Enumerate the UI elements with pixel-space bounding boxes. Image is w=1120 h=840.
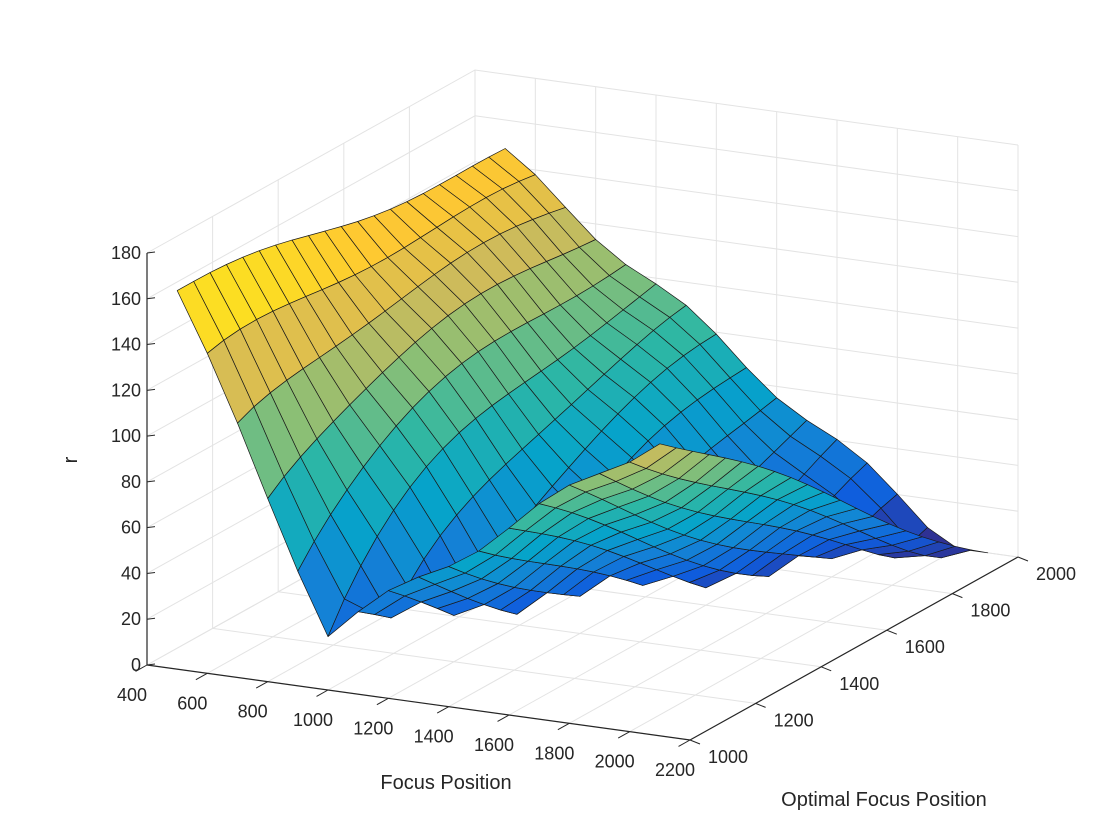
x-tick-label: 2200 (655, 760, 695, 780)
y-tick (1017, 556, 1029, 562)
x-tick-label: 1000 (293, 710, 333, 730)
y-tick (821, 666, 832, 672)
z-tick (146, 571, 156, 574)
x-tick-label: 2000 (595, 752, 635, 772)
grid-line (146, 69, 1019, 254)
x-axis-label: Focus Position (380, 772, 511, 794)
y-tick (886, 629, 897, 635)
x-tick (557, 722, 570, 731)
x-tick (678, 739, 691, 747)
y-tick-label: 1600 (905, 637, 945, 657)
grid-line (629, 548, 958, 733)
grid-line (569, 539, 898, 724)
z-axis-ticks: 0 20 40 60 80 100 120 140 160 180 (111, 243, 156, 675)
x-tick-label: 1800 (534, 743, 574, 763)
z-tick-label: 140 (111, 335, 141, 355)
z-tick-label: 20 (121, 609, 141, 629)
z-tick-label: 40 (121, 563, 141, 583)
x-axis-line (146, 664, 691, 741)
z-tick (146, 526, 156, 529)
x-tick (376, 697, 389, 706)
x-axis-ticks: 400 600 800 1000 1200 1400 1600 1800 2000 2200 (117, 664, 695, 780)
surface-patch (629, 443, 677, 469)
z-tick-label: 120 (111, 380, 141, 400)
z-tick (146, 343, 156, 346)
z-tick-label: 0 (131, 655, 141, 675)
z-tick-label: 160 (111, 289, 141, 309)
x-tick-label: 600 (177, 693, 207, 713)
y-tick (689, 739, 701, 745)
x-tick-label: 400 (117, 685, 147, 705)
grid-line (212, 627, 756, 704)
z-tick (146, 434, 156, 437)
x-tick-label: 800 (238, 702, 268, 722)
y-axis-ticks: 1000 1200 1400 1600 1800 2000 (689, 556, 1076, 767)
y-tick-label: 2000 (1036, 564, 1076, 584)
z-tick-label: 100 (111, 426, 141, 446)
x-tick (617, 731, 630, 739)
z-tick-label: 80 (121, 472, 141, 492)
y-tick-label: 1400 (839, 674, 879, 694)
y-tick (952, 593, 963, 599)
z-tick (146, 480, 156, 483)
grid-line (146, 115, 1019, 300)
y-tick-label: 1800 (970, 601, 1010, 621)
x-tick (436, 706, 449, 714)
y-axis-line (689, 556, 1019, 741)
axes (146, 253, 1019, 741)
y-tick (755, 702, 766, 708)
y-axis-label: Optimal Focus Position (781, 789, 987, 811)
x-tick-label: 1200 (353, 718, 393, 738)
surface-mesh (176, 148, 989, 637)
x-tick (255, 681, 268, 689)
z-tick (146, 388, 156, 391)
x-tick-label: 1400 (414, 727, 454, 747)
z-tick (146, 663, 156, 666)
y-tick-label: 1200 (774, 710, 814, 730)
z-tick (146, 617, 156, 620)
z-tick-label: 180 (111, 243, 141, 263)
z-tick-label: 60 (121, 518, 141, 538)
x-tick (316, 689, 329, 697)
x-tick (497, 714, 510, 722)
z-tick (146, 297, 156, 300)
x-tick (195, 672, 208, 681)
z-axis-label: r (60, 456, 82, 463)
x-tick-label: 1600 (474, 735, 514, 755)
z-tick (146, 251, 156, 254)
x-tick (135, 664, 148, 672)
y-tick-label: 1000 (708, 747, 748, 767)
